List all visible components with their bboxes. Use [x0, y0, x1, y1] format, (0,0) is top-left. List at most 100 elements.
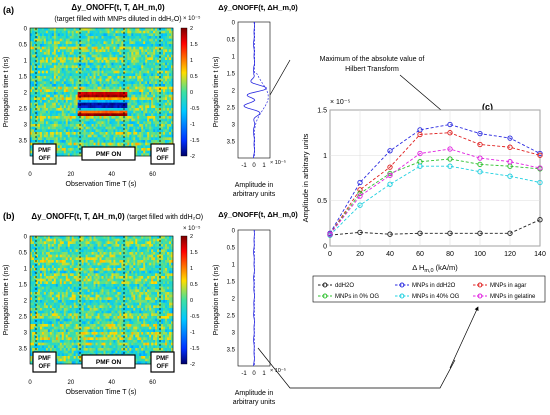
- point-mnps-in-ddh2o: [507, 135, 513, 141]
- colorbar-b-tick: 0.5: [190, 282, 198, 288]
- side-b-ytick: 0.5: [227, 246, 236, 252]
- side-a-ytick: 1.5: [227, 72, 236, 78]
- colorbar-a-tick: 1: [190, 58, 193, 64]
- side-b-xlabel-1: Amplitude in: [235, 390, 274, 397]
- panel-c-grid: [329, 109, 541, 247]
- colorbar-a-tick: -2: [190, 154, 195, 160]
- panel-c-xlabel: Δ Hm,0 (kA/m): [412, 263, 458, 274]
- panel-a-title: Δy_ONOFF(t, T, ΔH_m,0): [71, 3, 165, 12]
- heatmap-b-yticks: 0 0.5 1 1.5 2 2.5 3 3.5: [19, 235, 28, 353]
- panel-c-xtick: 80: [446, 251, 454, 258]
- point-mnps-in-40-og: [507, 173, 513, 179]
- legend-item-mnps-in-40-og: MNPs in 40% OG: [395, 293, 460, 300]
- side-b-xtick: 0: [252, 371, 256, 377]
- point-mnps-in-40-og: [537, 179, 543, 186]
- colorbar-a-tick: 2: [190, 26, 193, 32]
- point-mnps-in-40-og: [477, 169, 483, 175]
- side-a-ytick: 3: [232, 123, 236, 129]
- side-b-ytick: 2: [232, 297, 236, 303]
- panel-c: (c) × 10⁻⁵ 0 0.5 1 1.5 0 20 40 60 80 100 120 140 A…: [301, 99, 546, 303]
- heatmap-b-xtick: 60: [149, 380, 156, 386]
- panel-c-legend: [312, 275, 546, 303]
- heatmap-a-ytick: 2.5: [19, 107, 28, 113]
- point-mnps-in-gelatine: [477, 155, 483, 161]
- pmf-off-label-a-right: PMF OFF: [150, 143, 175, 165]
- point-ddh2o: [417, 230, 423, 236]
- heatmap-a-ylabel: Propagation time t (ns): [3, 57, 10, 128]
- panel-c-xtick: 60: [416, 251, 424, 258]
- side-a-xlabel-1: Amplitude in: [235, 182, 274, 189]
- legend-label: MNPs in gelatine: [490, 294, 536, 300]
- panel-c-exp: × 10⁻⁵: [330, 99, 351, 106]
- legend-label: ddH2O: [335, 283, 354, 289]
- heatmap-a-ytick: 1.5: [19, 75, 28, 81]
- heatmap-b-xtick: 20: [68, 380, 75, 386]
- panel-b: (b) Δy_ONOFF(t, T, ΔH_m,0) (target fille…: [3, 210, 298, 406]
- heatmap-a: [30, 28, 174, 157]
- side-b-xlabel-2: arbitrary units: [233, 399, 276, 406]
- series-line-ddh2o: [329, 219, 541, 236]
- side-a-xtick: 0: [252, 163, 256, 169]
- point-mnps-in-0-og: [357, 190, 363, 197]
- panel-c-ytick: 0: [323, 244, 327, 251]
- panel-c-xtick: 40: [386, 251, 394, 258]
- panel-c-xtick: 20: [356, 251, 364, 258]
- pmf-transition-lines-b: [35, 236, 161, 364]
- point-ddh2o: [477, 230, 483, 236]
- side-a-yticks: 0 0.5 1 1.5 2 2.5 3 3.5: [227, 21, 236, 146]
- point-mnps-in-agar: [417, 131, 423, 138]
- side-b-plot: [253, 229, 255, 366]
- series-line-mnps-in-0-og: [329, 158, 541, 235]
- legend-label: MNPs in agar: [490, 283, 526, 289]
- side-a-ytick: 3.5: [227, 140, 236, 146]
- point-mnps-in-ddh2o: [477, 130, 483, 137]
- heatmap-a-xtick: 0: [28, 172, 32, 178]
- point-ddh2o: [357, 229, 363, 236]
- heatmap-b-ytick: 3: [24, 331, 28, 337]
- point-mnps-in-gelatine: [447, 146, 453, 152]
- colorbar-b-tick: 1: [190, 266, 193, 272]
- side-b-ytick: 1: [232, 263, 236, 269]
- panel-b-label: (b): [3, 211, 15, 221]
- panel-c-xtick: 0: [328, 251, 332, 258]
- side-b-ylabel: Propagation time t (ns): [213, 265, 220, 336]
- panel-c-label: (c): [482, 102, 493, 112]
- legend-item-mnps-in-ddh2o: MNPs in ddH2O: [395, 282, 456, 289]
- point-mnps-in-agar: [357, 187, 363, 193]
- point-mnps-in-agar: [477, 141, 483, 148]
- panel-c-ylabel: Amplitude in arbitrary units: [301, 133, 310, 222]
- heatmap-a-yticks: 0 0.5 1 1.5 2 2.5 3 3.5: [19, 27, 28, 145]
- point-mnps-in-gelatine: [537, 165, 543, 171]
- panel-c-yticks: 0 0.5 1 1.5: [317, 108, 327, 251]
- point-mnps-in-gelatine: [417, 150, 423, 157]
- colorbar-a-tick: -1: [190, 122, 195, 128]
- panel-a-colorbar-exp: × 10⁻⁵: [183, 15, 201, 22]
- colorbar-b-tick: 2: [190, 234, 193, 240]
- svg-text:PMF ON: PMF ON: [96, 151, 122, 158]
- heatmap-b-ytick: 2: [24, 299, 28, 305]
- point-mnps-in-40-og: [387, 181, 393, 187]
- side-a-plot: [243, 21, 269, 158]
- point-mnps-in-40-og: [417, 163, 423, 169]
- point-mnps-in-ddh2o: [537, 150, 543, 157]
- pmf-transition-lines-a: [35, 28, 161, 156]
- heatmap-b-xlabel: Observation Time T (s): [66, 389, 137, 396]
- side-a-ytick: 0.5: [227, 38, 236, 44]
- side-a-signal: [243, 21, 267, 158]
- point-ddh2o: [447, 230, 453, 236]
- colorbar-b-tick: -1.5: [190, 346, 199, 352]
- side-a-xlabel-2: arbitrary units: [233, 191, 276, 198]
- panel-c-ytick: 1: [323, 153, 327, 160]
- panel-c-xtick: 120: [504, 251, 516, 258]
- panel-c-plot-area: [329, 109, 541, 247]
- side-b-ytick: 0: [232, 229, 236, 235]
- point-ddh2o: [537, 217, 543, 223]
- side-b-ytick: 2.5: [227, 314, 236, 320]
- point-ddh2o: [387, 231, 393, 237]
- heatmap-a-ytick: 0: [24, 27, 28, 33]
- side-a-xticks: -1 0 1: [241, 163, 266, 169]
- svg-text:PMF: PMF: [156, 148, 169, 154]
- panel-c-xtick: 100: [474, 251, 486, 258]
- panel-a-subtitle: (target filled with MNPs diluted in ddH₂…: [54, 16, 181, 23]
